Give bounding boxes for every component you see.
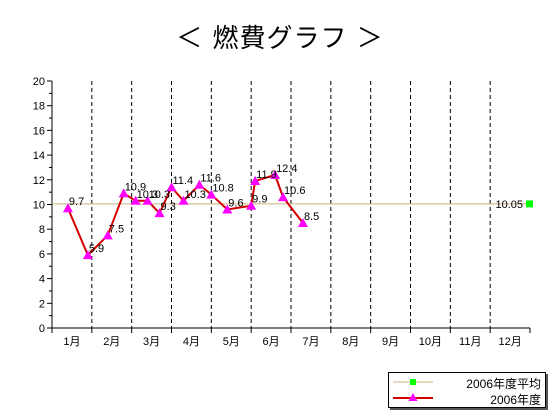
x-tick-label: 7月 (302, 336, 319, 348)
x-tick-label: 2月 (103, 336, 120, 348)
data-point (102, 230, 113, 240)
average-marker (526, 200, 533, 208)
data-point (82, 250, 93, 260)
y-tick-label: 16 (33, 125, 45, 137)
y-tick-label: 6 (39, 249, 45, 261)
data-label: 9.7 (69, 196, 84, 208)
data-point (194, 179, 205, 189)
data-label: 9.3 (161, 201, 176, 213)
data-label: 11.6 (200, 173, 221, 185)
x-tick-label: 11月 (459, 336, 481, 348)
y-tick-label: 10 (33, 200, 45, 212)
data-label: 10.3 (137, 189, 158, 201)
data-label: 10.3 (184, 189, 205, 201)
data-point (178, 195, 189, 205)
legend-average-swatch (393, 379, 433, 385)
y-tick-label: 20 (33, 76, 45, 88)
y-tick-label: 18 (33, 101, 45, 113)
data-point (206, 189, 217, 199)
x-tick-label: 6月 (263, 336, 280, 348)
data-point (297, 218, 308, 228)
y-tick-label: 2 (39, 298, 45, 310)
data-label: 11.9 (256, 169, 277, 181)
y-tick-label: 12 (33, 175, 45, 187)
y-tick-label: 14 (33, 150, 45, 162)
data-point (166, 182, 177, 192)
x-tick-label: 10月 (419, 336, 442, 348)
x-tick-label: 5月 (223, 336, 240, 348)
legend-label-2006: 2006年度 (490, 393, 541, 407)
average-label: 10.05 (495, 199, 523, 211)
data-label: 10.6 (284, 185, 305, 197)
data-point (130, 195, 141, 205)
chart-title: ＜ 燃費グラフ ＞ (176, 24, 384, 54)
x-tick-label: 3月 (143, 336, 160, 348)
legend: 2006年度平均 2006年度 (388, 372, 546, 408)
data-label: 5.9 (89, 243, 104, 255)
data-point (246, 200, 257, 210)
series-layer (52, 169, 533, 260)
data-point (142, 195, 153, 205)
data-label: 9.9 (252, 194, 267, 206)
data-label: 7.5 (109, 223, 124, 235)
grid-layer (91, 81, 491, 328)
label-layer: 10.059.75.97.510.910.310.39.311.410.311.… (69, 163, 523, 255)
data-label: 10.9 (125, 181, 146, 193)
y-tick-label: 0 (39, 323, 45, 335)
axis-layer: 0 2 4 6 8 10 12 14 16 18 20 1月 2月 3月 4月 5月 6月 7月 8月 9月 10月 11… (33, 76, 531, 348)
data-point (222, 204, 233, 214)
legend-2006-swatch (393, 393, 433, 401)
data-point (250, 176, 261, 186)
legend-item-average: 2006年度平均 (389, 374, 545, 391)
x-tick-label: 1月 (63, 336, 80, 348)
x-tick-label: 8月 (342, 336, 359, 348)
data-point (154, 208, 165, 218)
data-label: 9.6 (228, 197, 243, 209)
data-point (118, 188, 129, 198)
x-tick-label: 9月 (382, 336, 399, 348)
data-label: 12.4 (276, 163, 297, 175)
data-label: 11.4 (173, 175, 194, 187)
y-tick-label: 4 (39, 274, 45, 286)
data-label: 10.3 (149, 189, 170, 201)
legend-label-average: 2006年度平均 (466, 377, 541, 391)
data-point (278, 192, 289, 202)
data-label: 8.5 (304, 211, 319, 223)
x-tick-label: 12月 (498, 336, 521, 348)
legend-item-2006: 2006年度 (389, 390, 545, 407)
data-point (270, 169, 281, 179)
data-point (62, 203, 73, 213)
data-label: 10.8 (212, 183, 233, 195)
x-tick-label: 4月 (183, 336, 200, 348)
y-tick-label: 8 (39, 224, 45, 236)
